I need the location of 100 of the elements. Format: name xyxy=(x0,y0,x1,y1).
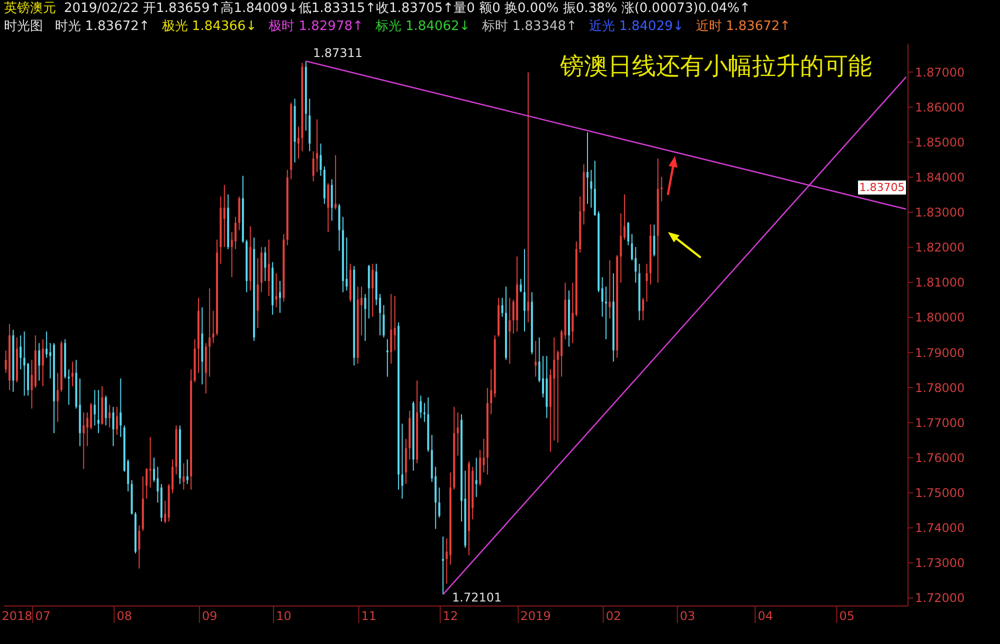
x-tick-label: 10 xyxy=(276,609,292,623)
annotation: 镑澳日线还有小幅拉升的可能 xyxy=(559,52,872,80)
chart-subtitle: 2019/02/22 开1.83659↑高1.84009↓低1.83315↑收1.83705↑量0 额0 换0.00% 振0.38% 涨(0.00073)0.04%↑ xyxy=(64,1,750,16)
candlestick xyxy=(116,406,118,436)
candlestick xyxy=(608,260,611,320)
candlestick xyxy=(390,293,392,364)
candlestick xyxy=(30,359,33,410)
candlestick xyxy=(646,263,648,302)
y-tick-label: 1.80000 xyxy=(915,310,965,325)
candlestick xyxy=(601,276,604,318)
text: 极时 1.82978↑ xyxy=(268,19,364,34)
candlestick xyxy=(627,222,630,246)
candlestick xyxy=(634,246,637,284)
candlestick xyxy=(420,395,422,419)
candlestick xyxy=(456,412,459,456)
candlestick xyxy=(275,272,278,308)
y-tick-label: 1.77000 xyxy=(915,416,965,430)
text: 时光 1.83672↑ xyxy=(55,19,150,34)
candlestick xyxy=(590,169,592,208)
candlestick xyxy=(234,216,237,250)
candlestick xyxy=(364,293,366,342)
x-tick-label: 02 xyxy=(606,609,622,623)
candlestick xyxy=(112,406,114,447)
y-tick-label: 1.74000 xyxy=(915,521,965,536)
candlestick xyxy=(104,395,107,426)
candlestick xyxy=(316,118,318,172)
candlestick xyxy=(164,500,166,524)
text: 标光 1.84062↓ xyxy=(375,19,470,34)
text: 标时 1.83348↑ xyxy=(482,19,577,34)
candlestick xyxy=(334,154,337,210)
text: 近时 1.83672↑ xyxy=(696,19,791,34)
candlestick xyxy=(501,297,504,318)
chart-title: 英镑澳元 xyxy=(4,1,56,16)
candlestick xyxy=(446,538,448,584)
candlestick xyxy=(660,176,663,202)
candlestick xyxy=(372,263,374,318)
y-tick-label: 1.81000 xyxy=(915,276,965,290)
x-tick-label: 03 xyxy=(680,609,696,623)
y-tick-label: 1.83000 xyxy=(915,206,965,220)
x-tick-label: 07 xyxy=(35,609,51,623)
candlestick xyxy=(312,150,314,182)
candlestick xyxy=(475,457,478,498)
text: 时光图 xyxy=(4,19,43,34)
candlestick xyxy=(72,361,74,387)
candlestick xyxy=(394,296,396,351)
candlestick xyxy=(108,404,111,428)
candlestick xyxy=(23,330,26,396)
candlestick xyxy=(572,282,574,344)
y-tick-label: 1.75000 xyxy=(915,486,965,500)
candlestick xyxy=(68,368,70,406)
candlestick xyxy=(382,304,385,338)
y-tick-label: 1.79000 xyxy=(915,346,965,360)
x-tick-label: 04 xyxy=(758,609,773,623)
y-tick-label: 1.86000 xyxy=(915,100,965,114)
candlestick xyxy=(20,334,22,370)
candlestick xyxy=(120,378,122,438)
candlestick xyxy=(520,278,522,293)
candlestick xyxy=(534,340,537,378)
candlestick xyxy=(268,239,270,297)
y-tick-label: 1.84000 xyxy=(915,170,965,184)
candlestick xyxy=(208,288,211,378)
annotation: 1.87311 xyxy=(312,46,363,60)
candlestick xyxy=(605,286,608,340)
x-tick-label: 09 xyxy=(202,609,218,623)
candlestick xyxy=(508,297,511,364)
x-tick-label: 2018 xyxy=(2,609,32,623)
candlestick xyxy=(156,466,159,504)
candlestick xyxy=(278,280,281,314)
candlestick xyxy=(401,423,404,500)
candlestick xyxy=(186,458,188,484)
candlestick xyxy=(138,524,140,569)
candlestick xyxy=(620,212,622,284)
x-tick-label: 11 xyxy=(361,609,377,623)
candlestick xyxy=(442,536,444,595)
candlestick xyxy=(553,336,556,442)
candlestick xyxy=(320,143,322,176)
candlestick xyxy=(653,224,656,257)
candlestick xyxy=(94,390,96,426)
candlestick xyxy=(146,468,148,500)
candlestick xyxy=(42,338,44,387)
annotation: 1.72101 xyxy=(452,590,502,604)
y-tick-label: 1.78000 xyxy=(915,380,965,395)
candlestick xyxy=(56,372,59,422)
candlestick xyxy=(264,246,266,282)
x-tick-label: 12 xyxy=(442,609,458,623)
x-tick-label: 05 xyxy=(839,609,855,623)
candlestick xyxy=(212,310,214,344)
candlestick xyxy=(438,487,440,518)
text: 近光 1.84029↓ xyxy=(588,19,684,34)
x-tick-label: 2019 xyxy=(520,609,551,623)
candlestick xyxy=(527,72,530,323)
candlestick xyxy=(97,390,100,434)
candlestick xyxy=(586,132,588,204)
candlestick xyxy=(524,248,526,332)
candlestick xyxy=(82,412,85,470)
candlestick xyxy=(182,462,185,490)
candlestick xyxy=(642,297,644,321)
candlestick xyxy=(330,178,333,222)
candlestick xyxy=(90,402,92,430)
y-tick-label: 1.73000 xyxy=(915,556,965,570)
